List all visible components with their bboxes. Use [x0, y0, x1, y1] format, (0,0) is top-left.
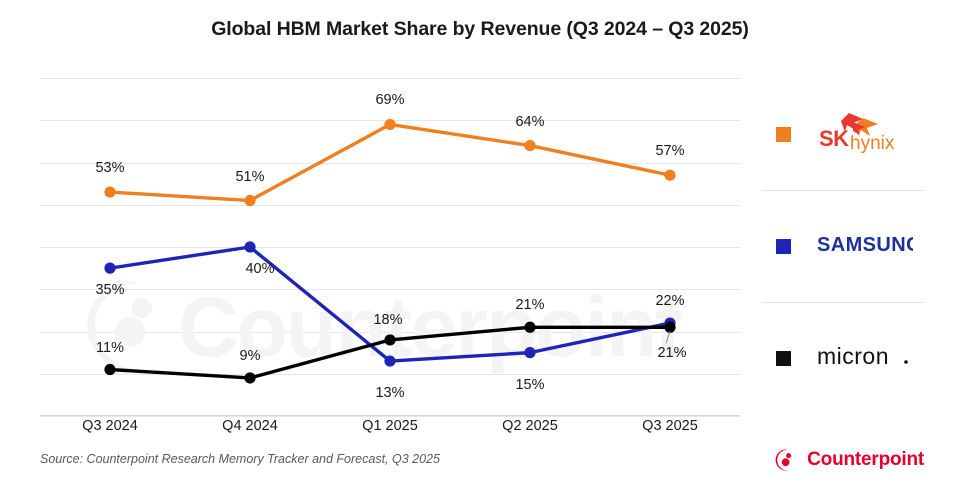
- data-label: 9%: [239, 347, 261, 364]
- samsung-logo: SAMSUNG: [817, 231, 922, 262]
- legend-item-sk-hynix[interactable]: SK hynix: [762, 78, 942, 190]
- x-axis-tick: Q3 2024: [82, 418, 138, 434]
- x-axis-line: [40, 415, 740, 416]
- sk-hynix-logo: SK hynix: [817, 109, 913, 160]
- legend-swatch-micron: [776, 350, 791, 366]
- plot-area: Counterpoint 53% 51% 69% 64% 57% 35% 40% 13% 15%…: [40, 78, 740, 417]
- data-point[interactable]: [664, 169, 676, 181]
- data-label: 64%: [515, 113, 545, 130]
- x-axis-labels: Q3 2024 Q4 2024 Q1 2025 Q2 2025 Q3 2025: [40, 418, 740, 440]
- legend-item-micron[interactable]: micron: [762, 302, 942, 414]
- micron-logo: micron: [817, 342, 913, 375]
- data-label: 35%: [95, 282, 125, 299]
- data-label: 22%: [655, 293, 685, 310]
- svg-text:hynix: hynix: [850, 133, 895, 154]
- legend-item-samsung[interactable]: SAMSUNG: [762, 190, 942, 302]
- counterpoint-mark-icon: [775, 449, 792, 471]
- x-axis-tick: Q4 2024: [222, 418, 278, 434]
- data-point[interactable]: [244, 372, 256, 384]
- data-label: 21%: [657, 345, 687, 362]
- svg-text:SK: SK: [819, 126, 849, 151]
- data-point[interactable]: [384, 334, 396, 346]
- series-line-sk-hynix: [108, 122, 672, 203]
- series-lines: [104, 118, 676, 384]
- x-axis-tick: Q1 2025: [362, 418, 418, 434]
- label-leader-line: [665, 331, 671, 344]
- legend-swatch-sk-hynix: [776, 126, 791, 142]
- counterpoint-brand-logo: Counterpoint: [774, 448, 924, 472]
- data-point[interactable]: [104, 363, 116, 376]
- data-label: 40%: [245, 261, 275, 277]
- data-label: 11%: [96, 339, 124, 356]
- data-point[interactable]: [524, 347, 536, 359]
- data-label: 53%: [95, 160, 125, 177]
- data-label: 18%: [373, 311, 403, 328]
- data-point[interactable]: [524, 140, 536, 152]
- data-label: 21%: [515, 297, 545, 314]
- data-label: 13%: [375, 385, 405, 402]
- data-point[interactable]: [104, 262, 116, 274]
- data-label: 51%: [235, 168, 265, 185]
- data-point[interactable]: [664, 321, 676, 333]
- brand-name: Counterpoint: [807, 449, 924, 470]
- chart-legend: SK hynix SAMSUNG micron: [762, 78, 942, 416]
- page-title: Global HBM Market Share by Revenue (Q3 2…: [211, 18, 749, 40]
- data-point[interactable]: [384, 355, 396, 367]
- data-point[interactable]: [384, 118, 396, 131]
- legend-divider: [762, 190, 924, 191]
- data-label: 15%: [515, 376, 545, 393]
- data-point[interactable]: [244, 241, 256, 253]
- gridline: [40, 416, 740, 417]
- legend-swatch-samsung: [776, 238, 791, 254]
- x-axis-tick: Q3 2025: [642, 418, 698, 434]
- x-axis-tick: Q2 2025: [502, 418, 558, 434]
- svg-text:micron: micron: [817, 343, 889, 369]
- data-label: 57%: [655, 143, 685, 160]
- data-label: 69%: [375, 92, 405, 109]
- source-note: Source: Counterpoint Research Memory Tra…: [40, 452, 440, 466]
- data-point[interactable]: [524, 321, 536, 333]
- svg-text:SAMSUNG: SAMSUNG: [817, 234, 913, 256]
- data-point[interactable]: [244, 194, 256, 207]
- legend-divider: [762, 302, 924, 303]
- data-point[interactable]: [104, 186, 116, 198]
